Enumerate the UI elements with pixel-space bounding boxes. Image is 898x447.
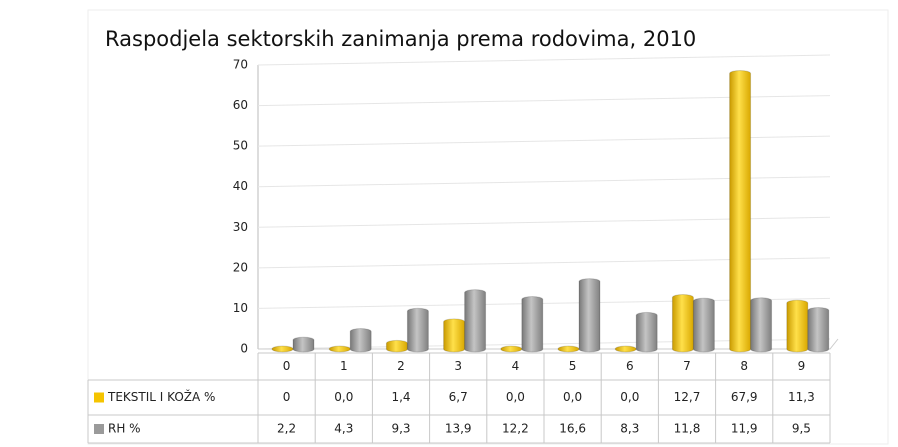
y-tick-label: 70 [233, 58, 248, 72]
bar [750, 297, 773, 353]
table-value: 6,7 [449, 390, 468, 404]
table-value: 12,7 [674, 390, 701, 404]
table-value: 8,3 [620, 422, 639, 436]
bar [443, 318, 466, 353]
y-tick-label: 30 [233, 220, 248, 234]
legend-swatch [94, 392, 104, 403]
x-tick-label: 3 [454, 359, 462, 373]
bar [521, 296, 544, 353]
x-tick-label: 8 [740, 359, 748, 373]
frame [87, 9, 889, 445]
table-value: 11,9 [731, 422, 758, 436]
bar [500, 345, 523, 353]
table-value: 16,6 [559, 422, 586, 436]
y-tick-label: 60 [233, 98, 248, 112]
table-value: 0,0 [334, 390, 353, 404]
bar [328, 345, 351, 353]
table-value: 11,8 [674, 422, 701, 436]
table-value: 0,0 [506, 390, 525, 404]
bar [292, 336, 315, 353]
bar [729, 70, 752, 353]
table-value: 2,2 [277, 422, 296, 436]
table-value: 9,5 [792, 422, 811, 436]
bar [692, 297, 715, 353]
bar [614, 345, 637, 353]
bar [349, 328, 372, 353]
bar [385, 339, 408, 353]
bar [271, 345, 294, 353]
x-tick-label: 0 [283, 359, 291, 373]
x-tick-label: 1 [340, 359, 348, 373]
chart-title: Raspodjela sektorskih zanimanja prema ro… [105, 27, 696, 51]
table-value: 4,3 [334, 422, 353, 436]
x-tick-label: 6 [626, 359, 634, 373]
y-tick-label: 50 [233, 139, 248, 153]
bar [786, 299, 809, 353]
table-value: 0 [283, 390, 291, 404]
bar [578, 278, 601, 353]
table-value: 0,0 [563, 390, 582, 404]
bar [635, 311, 658, 353]
table-value: 12,2 [502, 422, 529, 436]
bar [557, 345, 580, 353]
table-value: 0,0 [620, 390, 639, 404]
y-tick-label: 20 [233, 260, 248, 274]
table-value: 13,9 [445, 422, 472, 436]
legend-label: RH % [108, 422, 141, 436]
y-tick-label: 10 [233, 301, 248, 315]
legend-swatch [94, 424, 104, 434]
y-tick-label: 0 [240, 342, 248, 356]
y-tick-label: 40 [233, 179, 248, 193]
grid-line [257, 54, 831, 66]
table-value: 67,9 [731, 390, 758, 404]
legend-label: TEKSTIL I KOŽA % [107, 389, 215, 404]
x-tick-label: 7 [683, 359, 691, 373]
bar [671, 293, 694, 353]
x-tick-label: 9 [798, 359, 806, 373]
x-tick-label: 5 [569, 359, 577, 373]
table-value: 9,3 [391, 422, 410, 436]
table-value: 11,3 [788, 390, 815, 404]
x-tick-label: 4 [512, 359, 520, 373]
bar [406, 307, 429, 353]
bar [464, 289, 487, 353]
bar [807, 306, 830, 353]
table-value: 1,4 [391, 390, 410, 404]
x-tick-label: 2 [397, 359, 405, 373]
